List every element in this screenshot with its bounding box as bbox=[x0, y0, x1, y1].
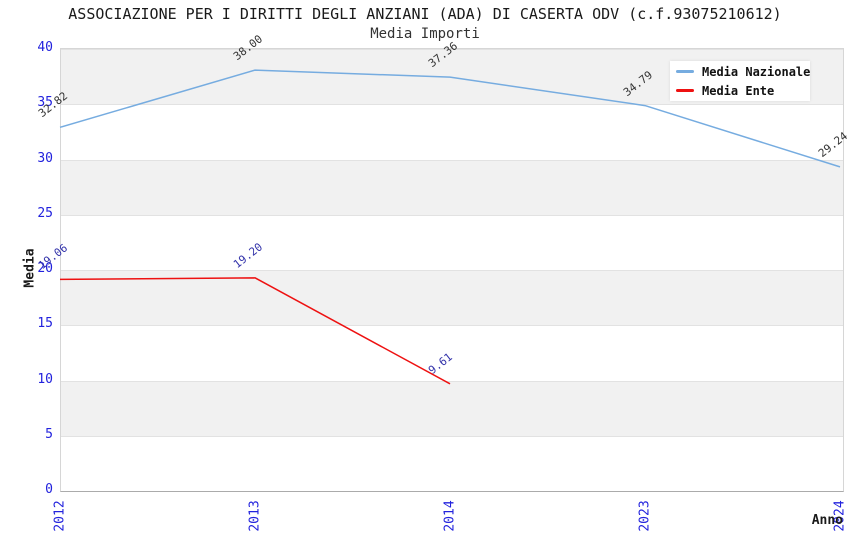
legend-label: Media Ente bbox=[702, 83, 775, 98]
grid-band bbox=[61, 159, 843, 215]
chart-title: ASSOCIAZIONE PER I DIRITTI DEGLI ANZIANI… bbox=[68, 5, 782, 23]
y-tick-label: 35 bbox=[37, 95, 53, 111]
y-tick-label: 5 bbox=[45, 426, 53, 442]
legend-item: Media Ente bbox=[670, 83, 810, 98]
y-tick-label: 10 bbox=[37, 371, 53, 387]
x-tick-label: 2013 bbox=[247, 500, 263, 532]
legend-swatch-icon bbox=[676, 70, 694, 73]
grid-band bbox=[61, 325, 843, 381]
legend: Media Nazionale Media Ente bbox=[670, 61, 810, 101]
chart-subtitle: Media Importi bbox=[370, 26, 480, 42]
x-tick-label: 2012 bbox=[52, 500, 68, 532]
grid-band bbox=[61, 104, 843, 160]
grid-band bbox=[61, 270, 843, 326]
y-tick-label: 20 bbox=[37, 261, 53, 276]
legend-swatch-icon bbox=[676, 89, 694, 92]
x-tick-label: 2014 bbox=[442, 500, 458, 532]
grid-band bbox=[61, 214, 843, 270]
y-tick-label: 40 bbox=[37, 40, 53, 55]
y-tick-label: 30 bbox=[37, 150, 53, 166]
y-tick-label: 15 bbox=[37, 316, 53, 332]
y-tick-label: 25 bbox=[37, 205, 53, 221]
grid-band bbox=[61, 435, 843, 491]
x-axis-label: Anno bbox=[811, 513, 843, 528]
x-tick-label: 2023 bbox=[637, 500, 653, 532]
y-tick-label: 0 bbox=[45, 482, 53, 497]
legend-label: Media Nazionale bbox=[702, 64, 811, 79]
grid-band bbox=[61, 380, 843, 436]
plot-area bbox=[60, 48, 844, 492]
legend-item: Media Nazionale bbox=[670, 64, 810, 79]
